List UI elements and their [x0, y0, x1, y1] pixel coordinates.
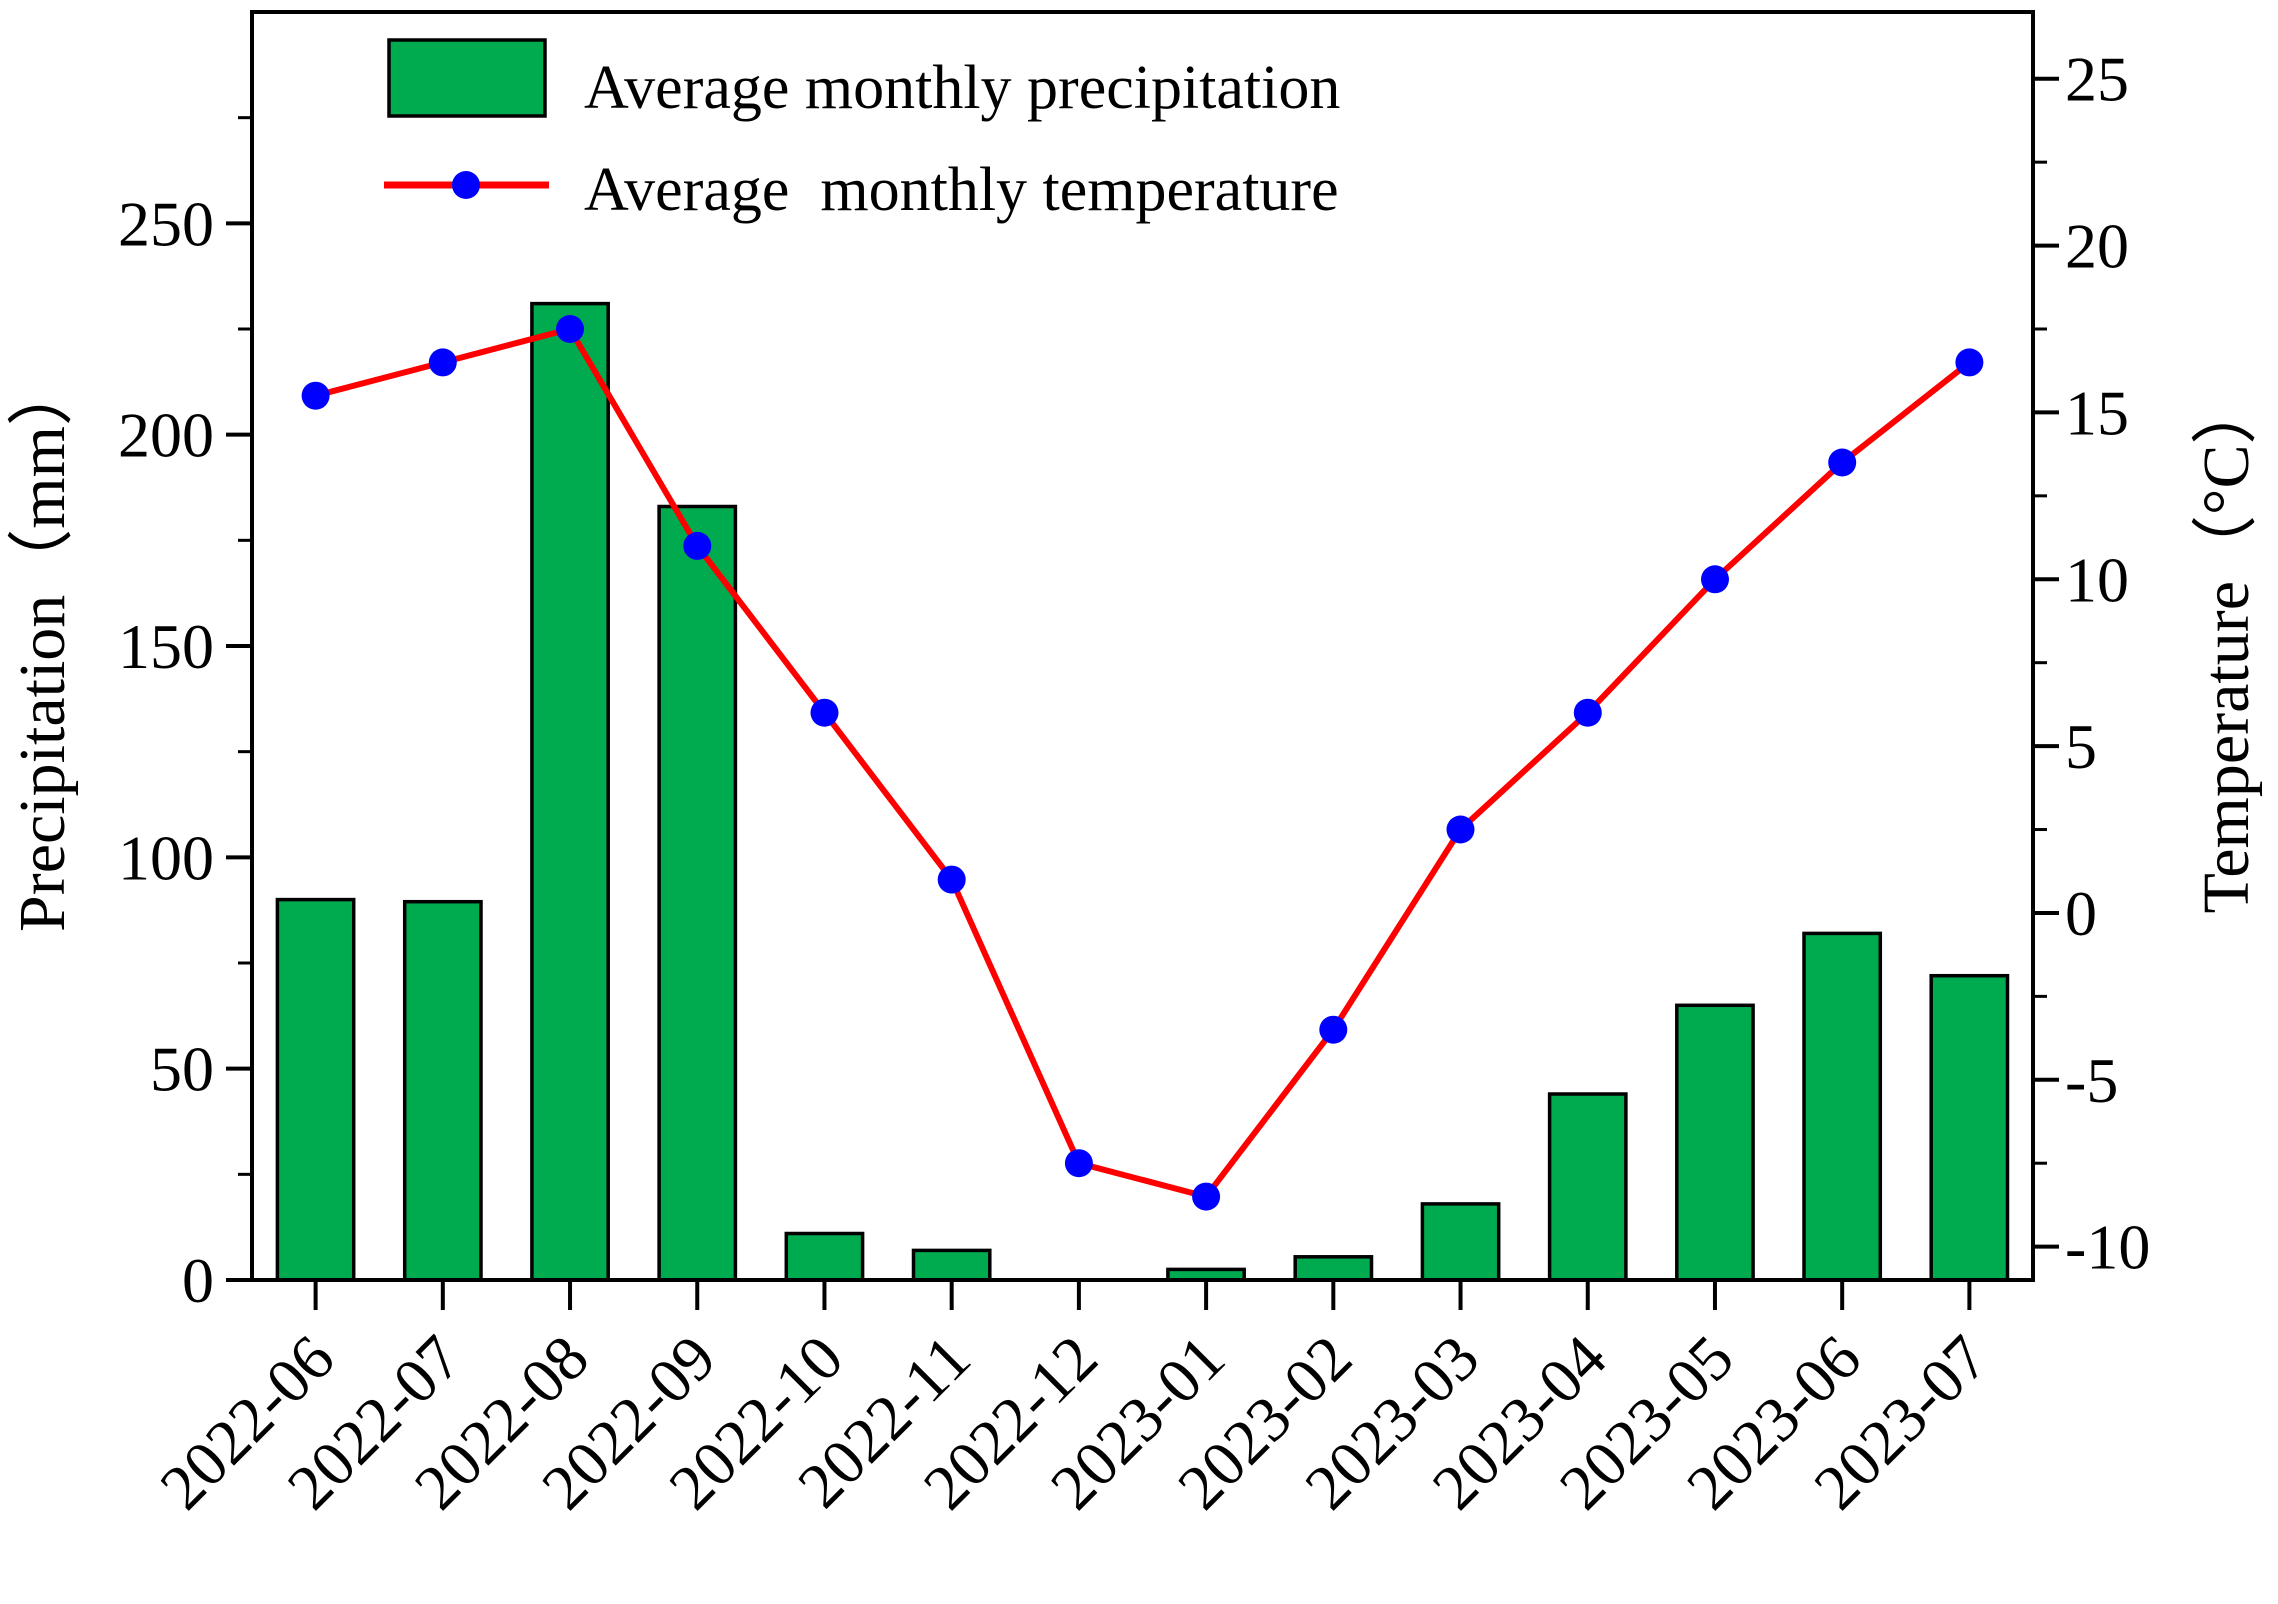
bar-2023-02 — [1293, 1255, 1374, 1282]
temperature-point-2022-08 — [556, 315, 584, 343]
bar-2022-07 — [402, 899, 483, 1282]
y-tick-label-50: 50 — [150, 1034, 214, 1105]
bar-2022-08 — [530, 301, 610, 1282]
bar-2022-06 — [275, 897, 356, 1282]
y-tick-label-100: 100 — [118, 822, 214, 893]
y2-tick-label-0: 0 — [2065, 878, 2097, 949]
temperature-line — [314, 326, 1972, 1200]
y2-tick-label-5: 5 — [2065, 711, 2097, 782]
y2-tick-label--5: -5 — [2065, 1045, 2118, 1116]
legend-marker-swatch — [452, 171, 480, 199]
temperature-point-2023-07 — [1955, 348, 1984, 377]
temperature-point-2022-06 — [301, 381, 330, 410]
temperature-point-2023-04 — [1573, 698, 1602, 727]
bar-2023-06 — [1802, 931, 1883, 1282]
temperature-point-2023-05 — [1701, 565, 1729, 594]
precipitation-bars — [275, 301, 2010, 1282]
y2-tick-label-10: 10 — [2065, 544, 2129, 615]
temperature-point-2023-01 — [1192, 1182, 1221, 1211]
y-tick-label-200: 200 — [118, 400, 214, 471]
temperature-point-2022-09 — [683, 531, 712, 560]
bar-2023-07 — [1929, 973, 2010, 1282]
temperature-series-line — [314, 326, 1972, 1200]
y2-tick-label-25: 25 — [2065, 44, 2129, 115]
y-axis-left: 0 50 100 150 200 250 — [118, 116, 252, 1316]
y2-axis-title: Temperature（°C） — [2190, 379, 2263, 914]
legend-label-temperature: Average monthly temperature — [584, 156, 1339, 224]
y-axis-title: Precipitation（mm） — [6, 360, 79, 932]
temperature-point-2023-06 — [1828, 448, 1857, 477]
temperature-point-2022-12 — [1064, 1149, 1093, 1178]
temperature-point-2023-02 — [1319, 1015, 1348, 1044]
bar-2023-04 — [1547, 1092, 1628, 1282]
temperature-point-2022-11 — [937, 865, 966, 894]
legend: Average monthly precipitation Average mo… — [384, 38, 1340, 224]
y-tick-label-0: 0 — [182, 1245, 214, 1316]
bar-2022-09 — [657, 504, 738, 1282]
y-axis-right: -10 -5 0 5 10 15 20 25 — [2033, 44, 2150, 1283]
y-tick-label-250: 250 — [118, 188, 214, 259]
legend-label-precipitation: Average monthly precipitation — [584, 54, 1340, 122]
temperature-markers — [301, 315, 1984, 1211]
y2-tick-label-20: 20 — [2065, 211, 2129, 282]
y2-tick-label--10: -10 — [2065, 1212, 2150, 1283]
bar-2022-10 — [784, 1231, 865, 1282]
bar-2023-03 — [1420, 1202, 1501, 1282]
temperature-point-2022-10 — [810, 698, 839, 727]
bar-2022-11 — [911, 1248, 992, 1282]
bar-2023-05 — [1675, 1003, 1755, 1282]
temperature-point-2023-03 — [1446, 815, 1475, 844]
temperature-point-2022-07 — [428, 348, 457, 377]
legend-bar-swatch — [387, 38, 547, 118]
y-tick-label-150: 150 — [118, 611, 214, 682]
y2-tick-label-15: 15 — [2065, 377, 2129, 448]
